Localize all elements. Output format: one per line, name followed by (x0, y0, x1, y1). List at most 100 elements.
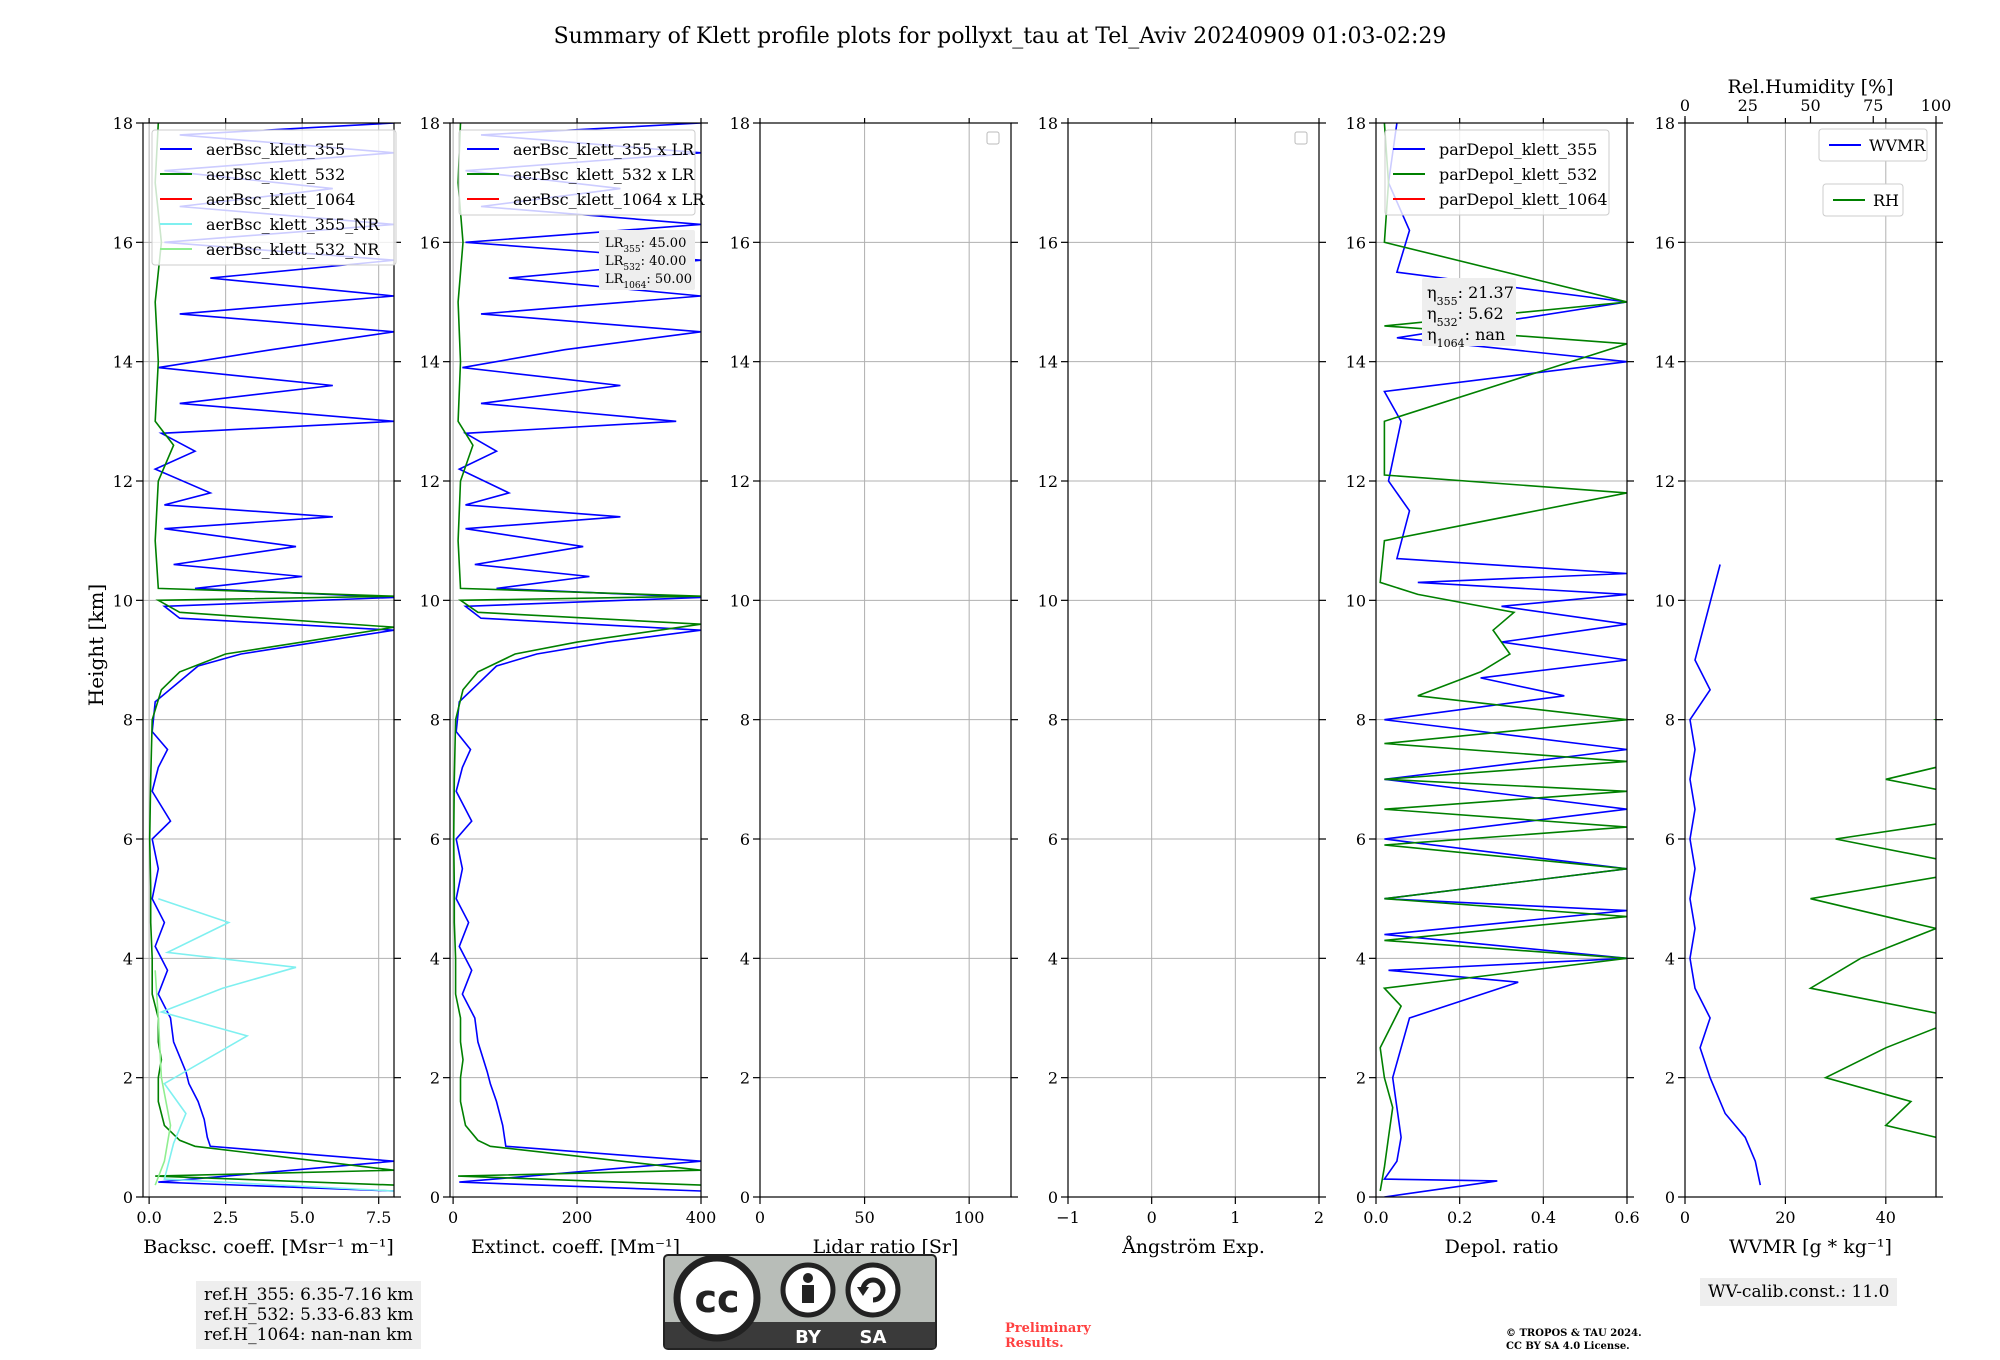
y-tick-label: 0 (1048, 1188, 1058, 1207)
legend-box (1384, 129, 1610, 216)
legend-label: aerBsc_klett_355 (206, 140, 345, 159)
legend-label: aerBsc_klett_532 (206, 165, 345, 184)
series-line-WVMR (1689, 564, 1762, 1186)
y-tick-label: 8 (1048, 711, 1058, 730)
y-tick-label: 12 (113, 472, 133, 491)
series-line-aerBsc_klett_355_NR (158, 897, 394, 1192)
series-line-depol_355 (1382, 123, 1627, 1197)
y-tick-label: 2 (1048, 1069, 1058, 1088)
eta-box (1422, 278, 1516, 346)
series-line-aerBsc_klett_532_NR (154, 970, 172, 1186)
cc-icon: cc (673, 1254, 761, 1342)
legend-label: WVMR (1869, 136, 1926, 155)
y-tick-label: 18 (113, 114, 133, 133)
y-tick-label: 12 (420, 472, 440, 491)
eta-532: η532: 5.62 (1427, 304, 1504, 329)
y-tick-label: 6 (1356, 830, 1366, 849)
x-tick-label: 1 (1230, 1208, 1240, 1227)
top-x-axis-label: Rel.Humidity [%] (1727, 76, 1893, 98)
y-tick-label: 14 (1655, 353, 1675, 372)
panel-depolarization: 0 2 4 6 8 10 12 14 16 18 0.0 0.2 0.4 0.6 Depol. ratio p… (1346, 114, 1640, 1258)
y-tick-label: 10 (1346, 591, 1366, 610)
x-tick-label: 0.4 (1531, 1208, 1556, 1227)
y-tick-label: 0 (1356, 1188, 1366, 1207)
x-tick-label: 5.0 (289, 1208, 314, 1227)
lidar-ratio-532: LR532: 40.00 (605, 254, 686, 273)
ref-height-355: ref.H_355: 6.35-7.16 km (204, 1285, 414, 1305)
x-axis-label: Lidar ratio [Sr] (813, 1236, 959, 1258)
wv-calibration-const: WV-calib.const.: 11.0 (1708, 1282, 1890, 1302)
y-tick-label: 14 (420, 353, 440, 372)
y-tick-label: 0 (123, 1188, 133, 1207)
top-x-tick-label: 100 (1921, 96, 1952, 115)
y-tick-label: 18 (420, 114, 440, 133)
y-tick-label: 4 (1356, 949, 1366, 968)
cc-license-badge: cc BY SA (663, 1254, 937, 1350)
y-tick-label: 18 (730, 114, 750, 133)
ref-height-1064: ref.H_1064: nan-nan km (204, 1325, 413, 1345)
y-tick-label: 2 (740, 1069, 750, 1088)
x-tick-label: 100 (954, 1208, 985, 1227)
series-line-aerBsc_klett_355 (151, 123, 394, 1192)
legend-label: RH (1873, 191, 1899, 210)
y-tick-label: 6 (1665, 830, 1675, 849)
legend-label: aerBsc_klett_1064 x LR (513, 190, 705, 209)
x-tick-label: 0.0 (136, 1208, 161, 1227)
top-x-tick-label: 25 (1738, 96, 1758, 115)
wv-calibration-box: WV-calib.const.: 11.0 (1700, 1278, 1898, 1306)
y-tick-label: 12 (730, 472, 750, 491)
y-tick-label: 2 (1356, 1069, 1366, 1088)
y-tick-label: 6 (1048, 830, 1058, 849)
badge-sa-label: SA (860, 1327, 887, 1348)
badge-by-label: BY (795, 1327, 822, 1348)
legend-box (458, 129, 696, 216)
y-tick-label: 8 (123, 711, 133, 730)
legend-label: aerBsc_klett_355 x LR (513, 140, 695, 159)
y-tick-label: 0 (740, 1188, 750, 1207)
y-tick-label: 10 (113, 591, 133, 610)
panel-extinction: 0 2 4 6 8 10 12 14 16 18 0 200 400 Extinct. coeff. [M… (420, 114, 717, 1258)
copyright-line-1: © TROPOS & TAU 2024. (1506, 1328, 1642, 1339)
x-axis-label: Ångström Exp. (1121, 1236, 1265, 1258)
legend-label: aerBsc_klett_532 x LR (513, 165, 695, 184)
y-tick-label: 10 (1655, 591, 1675, 610)
y-tick-label: 12 (1038, 472, 1058, 491)
x-tick-label: 0.0 (1363, 1208, 1388, 1227)
y-tick-label: 10 (730, 591, 750, 610)
series-line-aerBsc_klett_532 (148, 123, 394, 1186)
share-alike-icon (845, 1262, 901, 1318)
lidar-ratio-1064: LR1064: 50.00 (605, 272, 692, 291)
panel-lidar-ratio: 0 2 4 6 8 10 12 14 16 18 0 50 100 Lidar ratio [Sr] (730, 114, 1018, 1258)
y-tick-label: 8 (1665, 711, 1675, 730)
x-tick-label: 0 (1680, 1208, 1690, 1227)
x-tick-label: 0 (755, 1208, 765, 1227)
y-tick-label: 2 (430, 1069, 440, 1088)
x-tick-label: 2.5 (213, 1208, 238, 1227)
y-axis-label: Height [km] (84, 584, 108, 706)
legend-label: aerBsc_klett_1064 (206, 190, 355, 209)
preliminary-line-1: Preliminary (1005, 1321, 1091, 1336)
y-tick-label: 18 (1038, 114, 1058, 133)
top-x-tick-label: 75 (1863, 96, 1883, 115)
y-tick-label: 16 (420, 233, 440, 252)
svg-text:cc: cc (694, 1277, 739, 1321)
y-tick-label: 14 (1346, 353, 1366, 372)
copyright-line-2: CC BY SA 4.0 License. (1506, 1341, 1630, 1352)
x-axis-label: WVMR [g * kg⁻¹] (1729, 1236, 1892, 1258)
y-tick-label: 4 (123, 949, 133, 968)
legend-label: aerBsc_klett_355_NR (206, 215, 380, 234)
top-x-tick-label: 50 (1800, 96, 1820, 115)
x-tick-label: 200 (562, 1208, 593, 1227)
x-tick-label: 2 (1314, 1208, 1324, 1227)
legend-box (151, 129, 397, 266)
legend-label: parDepol_klett_532 (1439, 165, 1597, 184)
y-tick-label: 16 (113, 233, 133, 252)
x-tick-label: 40 (1876, 1208, 1896, 1227)
eta-1064: η1064: nan (1427, 325, 1505, 350)
y-tick-label: 12 (1655, 472, 1675, 491)
x-axis-label: Extinct. coeff. [Mm⁻¹] (471, 1236, 680, 1258)
y-tick-label: 4 (1665, 949, 1675, 968)
empty-legend-box (1294, 131, 1308, 145)
